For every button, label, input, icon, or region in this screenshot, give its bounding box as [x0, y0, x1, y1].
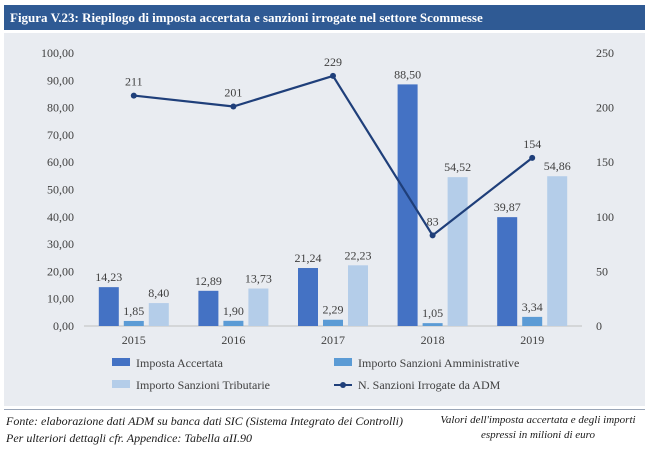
bar: [522, 316, 543, 326]
line-series: [133, 74, 533, 237]
bar: [123, 320, 144, 326]
line-point: [529, 154, 536, 161]
y-tick-label: 30,00: [47, 237, 74, 251]
bar: [223, 320, 244, 326]
bar-data-label: 54,52: [444, 160, 471, 174]
y-tick-label: 50,00: [47, 183, 74, 197]
y-tick-label: 90,00: [47, 73, 74, 87]
legend-label: Importo Sanzioni Amministrative: [358, 356, 519, 370]
bar: [447, 177, 468, 326]
x-tick-label: 2018: [421, 333, 445, 347]
bar: [397, 84, 418, 326]
bar-data-label: 1,85: [123, 304, 144, 318]
divider: [4, 409, 645, 410]
bar-data-label: 2,29: [323, 303, 344, 317]
bar-data-label: 22,23: [345, 248, 372, 262]
x-tick-label: 2019: [520, 333, 544, 347]
line-data-label: 211: [125, 75, 143, 89]
note-line-1: Valori dell'imposta accertata e degli im…: [440, 414, 636, 426]
y-tick-label: 20,00: [47, 264, 74, 278]
line-data-label: 83: [427, 214, 439, 228]
bar: [148, 303, 169, 326]
details-line: Per ulteriori dettagli cfr. Appendice: T…: [6, 431, 252, 445]
bar: [198, 290, 219, 326]
y-tick-label: 10,00: [47, 292, 74, 306]
legend-swatch: [112, 380, 130, 388]
y-tick-label: 40,00: [47, 210, 74, 224]
bar-data-label: 14,23: [95, 270, 122, 284]
line-point: [130, 92, 137, 99]
bar-data-label: 3,34: [522, 300, 543, 314]
source-line: Fonte: elaborazione dati ADM su banca da…: [6, 414, 403, 428]
y2-tick-label: 100: [596, 210, 614, 224]
line-data-label: 229: [324, 55, 342, 69]
bar: [98, 287, 119, 326]
bar: [248, 288, 269, 326]
line-point: [330, 72, 336, 79]
y2-tick-label: 50: [596, 264, 608, 278]
line-point: [230, 103, 237, 110]
y2-tick-label: 0: [596, 319, 602, 333]
line-data-label: 154: [523, 137, 541, 151]
x-tick-label: 2016: [221, 333, 245, 347]
bar: [422, 323, 443, 326]
y2-tick-label: 150: [596, 155, 614, 169]
line-data-label: 201: [224, 86, 242, 100]
y2-tick-label: 200: [596, 101, 614, 115]
legend-marker: [340, 382, 346, 388]
y-tick-label: 0,00: [53, 319, 74, 333]
footer-note: Valori dell'imposta accertata e degli im…: [433, 413, 643, 443]
chart-panel: 0,00 10,00 20,00 30,00 40,00 50,00 60,00 70,00 8…: [4, 33, 645, 406]
bar-data-label: 13,73: [245, 272, 272, 286]
y-tick-label: 80,00: [47, 101, 74, 115]
bar: [298, 268, 318, 326]
bar: [323, 319, 343, 326]
bar-data-label: 1,05: [422, 306, 443, 320]
footer-source: Fonte: elaborazione dati ADM su banca da…: [6, 413, 403, 447]
note-line-2: espressi in milioni di euro: [480, 429, 596, 441]
y-tick-label: 100,00: [41, 46, 74, 60]
y2-tick-label: 250: [596, 46, 614, 60]
y-tick-label: 60,00: [47, 155, 74, 169]
bar-data-label: 39,87: [494, 200, 521, 214]
bar-data-label: 21,24: [295, 251, 322, 265]
legend-swatch: [112, 358, 130, 366]
bar-data-label: 1,90: [223, 304, 244, 318]
legend-label: Importo Sanzioni Tributarie: [136, 378, 270, 392]
bar-data-label: 54,86: [544, 159, 571, 173]
line-point: [429, 232, 436, 239]
legend-label: N. Sanzioni Irrogate da ADM: [358, 378, 501, 392]
x-tick-label: 2015: [122, 333, 146, 347]
legend-label: Imposta Accertata: [136, 356, 224, 370]
bar-data-label: 88,50: [394, 67, 421, 81]
bar: [348, 265, 368, 326]
figure-title: Figura V.23: Riepilogo di imposta accert…: [4, 5, 645, 30]
y-tick-label: 70,00: [47, 128, 74, 142]
bar: [497, 217, 518, 326]
bar-data-label: 12,89: [195, 274, 222, 288]
chart: 0,00 10,00 20,00 30,00 40,00 50,00 60,00 70,00 8…: [41, 46, 614, 392]
legend-swatch: [334, 358, 352, 366]
bar-data-label: 8,40: [148, 286, 169, 300]
bar: [547, 176, 568, 326]
x-tick-label: 2017: [321, 333, 345, 347]
